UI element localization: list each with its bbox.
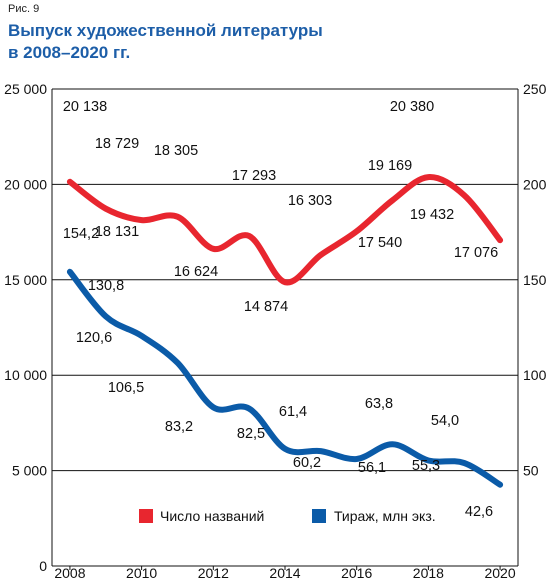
data-label: 18 305 xyxy=(154,143,198,159)
data-label: 14 874 xyxy=(244,299,288,315)
legend-label: Тираж, млн экз. xyxy=(334,508,436,524)
data-label: 61,4 xyxy=(279,404,307,420)
legend-swatch xyxy=(139,509,153,523)
data-label: 19 169 xyxy=(368,158,412,174)
data-label: 18 131 xyxy=(95,224,139,240)
x-tick-label: 2018 xyxy=(413,565,444,581)
chart-title-line-1: Выпуск художественной литературы xyxy=(8,21,323,40)
data-label: 20 138 xyxy=(63,99,107,115)
data-label: 60,2 xyxy=(293,455,321,471)
y-right-tick-label: 150 xyxy=(523,272,547,288)
y-right-tick-label: 100 xyxy=(523,367,547,383)
data-label: 17 076 xyxy=(454,245,498,261)
y-left-tick-label: 20 000 xyxy=(4,176,47,192)
y-left-tick-label: 10 000 xyxy=(4,367,47,383)
y-right-tick-label: 50 xyxy=(523,463,539,479)
data-label: 16 624 xyxy=(174,264,218,280)
y-left-tick-label: 25 000 xyxy=(4,81,47,97)
data-label: 120,6 xyxy=(76,330,112,346)
legend-swatch xyxy=(312,509,326,523)
data-label: 19 432 xyxy=(410,207,454,223)
data-label: 16 303 xyxy=(288,193,332,209)
data-label: 106,5 xyxy=(108,380,144,396)
figure-label: Рис. 9 xyxy=(8,3,40,15)
data-label: 42,6 xyxy=(465,504,493,520)
x-tick-label: 2008 xyxy=(54,565,85,581)
x-tick-label: 2010 xyxy=(126,565,157,581)
y-left-tick-label: 0 xyxy=(39,558,47,574)
data-label: 18 729 xyxy=(95,136,139,152)
legend-label: Число названий xyxy=(160,508,264,524)
x-tick-label: 2016 xyxy=(341,565,372,581)
y-right-tick-label: 200 xyxy=(523,176,547,192)
data-label: 17 540 xyxy=(358,235,402,251)
x-tick-label: 2012 xyxy=(198,565,229,581)
data-label: 55,3 xyxy=(412,458,440,474)
data-label: 56,1 xyxy=(358,460,386,476)
data-label: 82,5 xyxy=(237,426,265,442)
y-right-tick-label: 250 xyxy=(523,81,547,97)
x-tick-label: 2014 xyxy=(269,565,300,581)
x-tick-label: 2020 xyxy=(484,565,515,581)
chart-title-line-2: в 2008–2020 гг. xyxy=(8,43,131,62)
data-label: 17 293 xyxy=(232,168,276,184)
chart-title: Выпуск художественной литературы в 2008–… xyxy=(8,20,323,64)
data-label: 54,0 xyxy=(431,413,459,429)
data-label: 154,2 xyxy=(63,226,99,242)
data-label: 20 380 xyxy=(390,99,434,115)
data-label: 63,8 xyxy=(365,396,393,412)
y-left-tick-label: 5 000 xyxy=(12,463,47,479)
data-label: 130,8 xyxy=(88,278,124,294)
y-left-tick-label: 15 000 xyxy=(4,272,47,288)
data-label: 83,2 xyxy=(165,419,193,435)
